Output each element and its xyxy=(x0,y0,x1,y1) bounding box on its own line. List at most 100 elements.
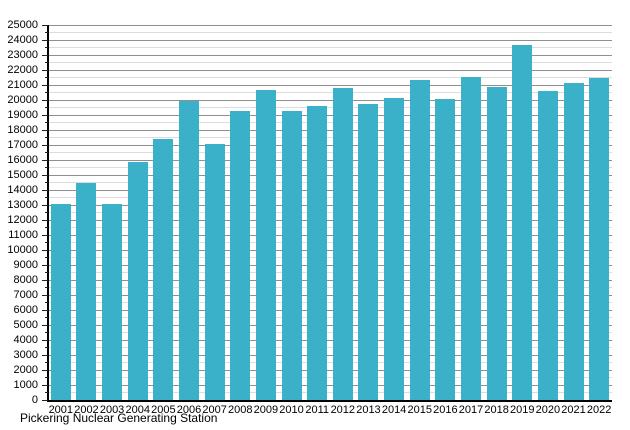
y-tick-major xyxy=(42,69,48,71)
gridline-minor xyxy=(48,107,612,108)
y-axis-label: 18000 xyxy=(7,123,38,136)
y-tick-major xyxy=(42,369,48,371)
gridline-minor xyxy=(48,122,612,123)
bar-2007 xyxy=(204,144,225,400)
gridline-minor xyxy=(48,62,612,63)
y-tick-minor xyxy=(45,272,48,273)
bar-2009 xyxy=(255,89,276,400)
gridline-minor xyxy=(48,182,612,183)
gridline-minor xyxy=(48,287,612,288)
bar-2012 xyxy=(332,88,353,400)
gridline-major xyxy=(48,204,612,206)
y-tick-minor xyxy=(45,167,48,168)
gridline-major xyxy=(48,264,612,266)
y-tick-minor xyxy=(45,287,48,288)
bar-2014 xyxy=(384,97,405,400)
gridline-major xyxy=(48,339,612,341)
bar-2018 xyxy=(486,86,507,400)
x-axis-label: 2012 xyxy=(330,404,356,416)
bar-2003 xyxy=(102,203,123,400)
y-tick-minor xyxy=(45,122,48,123)
y-axis-label: 9000 xyxy=(13,258,38,271)
x-axis-label: 2007 xyxy=(202,404,227,416)
gridline-major xyxy=(48,144,612,146)
bar-2004 xyxy=(127,162,148,400)
y-tick-major xyxy=(42,294,48,296)
gridline-minor xyxy=(48,377,612,378)
y-axis-label: 12000 xyxy=(7,213,38,226)
y-tick-minor xyxy=(45,347,48,348)
x-axis-label: 2004 xyxy=(125,404,150,416)
gridline-minor xyxy=(48,317,612,318)
y-axis-label: 21000 xyxy=(7,78,38,91)
x-axis-label: 2010 xyxy=(279,404,304,416)
y-tick-major xyxy=(42,234,48,236)
y-axis-label: 6000 xyxy=(13,303,38,316)
x-axis-label: 2021 xyxy=(561,404,586,416)
gridline-major xyxy=(48,54,612,56)
gridline-major xyxy=(48,279,612,281)
x-axis-label: 2008 xyxy=(228,404,253,416)
x-axis-label: 2009 xyxy=(253,404,279,416)
y-tick-minor xyxy=(45,227,48,228)
y-tick-minor xyxy=(45,242,48,243)
gridline-minor xyxy=(48,257,612,258)
y-axis-label: 2000 xyxy=(13,363,38,376)
gridline-minor xyxy=(48,302,612,303)
bar-2020 xyxy=(537,91,558,400)
gridline-major xyxy=(48,99,612,101)
y-tick-minor xyxy=(45,317,48,318)
x-axis-label: 2014 xyxy=(381,404,407,416)
y-tick-major xyxy=(42,399,48,401)
bar-2016 xyxy=(435,99,456,400)
y-tick-major xyxy=(42,159,48,161)
x-axis-label: 2020 xyxy=(535,404,561,416)
y-axis-label: 16000 xyxy=(7,153,38,166)
y-axis-label: 10000 xyxy=(7,243,38,256)
gridline-major xyxy=(48,39,612,41)
y-axis-label: 22000 xyxy=(7,63,38,76)
x-axis-label: 2011 xyxy=(305,404,329,416)
y-tick-major xyxy=(42,309,48,311)
y-tick-minor xyxy=(45,362,48,363)
gridline-major xyxy=(48,309,612,311)
x-axis-label: 2016 xyxy=(433,404,458,416)
y-tick-minor xyxy=(45,257,48,258)
gridline-minor xyxy=(48,152,612,153)
bar-2005 xyxy=(153,139,174,400)
y-tick-major xyxy=(42,24,48,26)
bar-2015 xyxy=(409,79,430,400)
y-axis-label: 15000 xyxy=(7,168,38,181)
gridline-minor xyxy=(48,242,612,243)
x-axis-label: 2005 xyxy=(151,404,176,416)
y-tick-minor xyxy=(45,152,48,153)
gridline-major xyxy=(48,294,612,296)
gridline-major xyxy=(48,24,612,26)
gridline-major xyxy=(48,84,612,86)
y-tick-major xyxy=(42,144,48,146)
gridline-major xyxy=(48,219,612,221)
y-tick-major xyxy=(42,249,48,251)
bar-2017 xyxy=(461,76,481,400)
gridline-major xyxy=(48,234,612,236)
y-tick-minor xyxy=(45,302,48,303)
y-axis-label: 24000 xyxy=(7,33,38,46)
x-axis-label: 2018 xyxy=(484,404,509,416)
y-axis-label: 1000 xyxy=(13,378,38,391)
gridline-minor xyxy=(48,92,612,93)
gridline-major xyxy=(48,249,612,251)
y-tick-major xyxy=(42,39,48,41)
x-axis-label: 2013 xyxy=(356,404,381,416)
y-axis-label: 13000 xyxy=(7,198,38,211)
bar-2002 xyxy=(76,182,97,400)
gridline-major xyxy=(48,129,612,131)
bar-2022 xyxy=(589,78,610,400)
x-axis-label: 2003 xyxy=(99,404,125,416)
y-tick-minor xyxy=(45,137,48,138)
y-axis-label: 23000 xyxy=(7,48,38,61)
gridline-major xyxy=(48,384,612,386)
bar-2019 xyxy=(512,45,533,400)
x-axis-label: 2006 xyxy=(176,404,202,416)
y-tick-major xyxy=(42,114,48,116)
